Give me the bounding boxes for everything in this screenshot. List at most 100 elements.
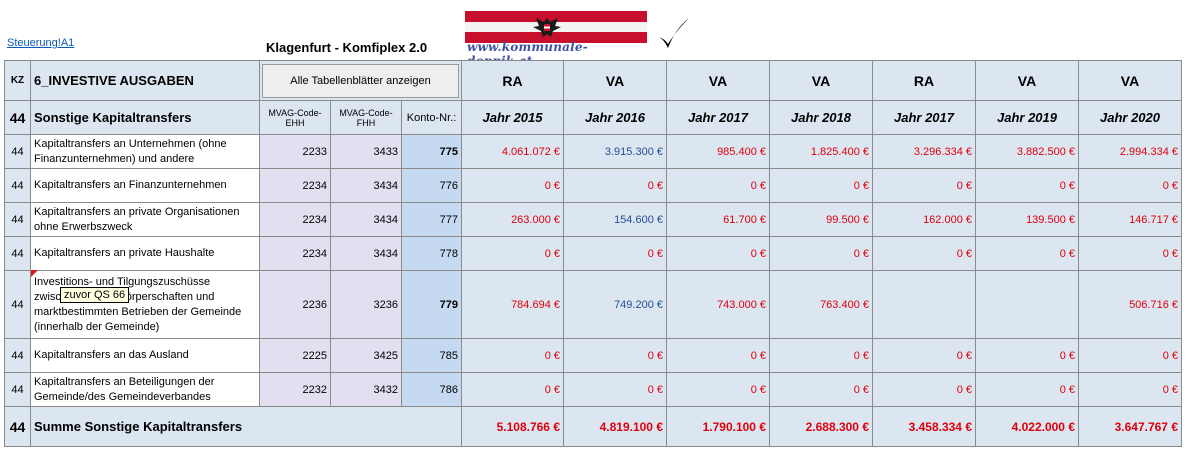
row-code-ehh: 2232 <box>259 372 331 407</box>
row-kz: 44 <box>4 338 31 373</box>
value-cell: 0 € <box>1078 168 1182 203</box>
row-description: Kapitaltransfers an Unternehmen (ohne Fi… <box>30 134 260 169</box>
table-row: 44 Kapitaltransfers an Finanzunternehmen… <box>4 168 1182 203</box>
show-all-button-cell: Alle Tabellenblätter anzeigen <box>259 60 462 101</box>
value-cell: 0 € <box>769 168 873 203</box>
section-title: 6_INVESTIVE AUSGABEN <box>30 60 260 101</box>
value-cell: 162.000 € <box>872 202 976 237</box>
workbook-title: Klagenfurt - Komfiplex 2.0 <box>266 40 428 55</box>
group-kz: 44 <box>4 100 31 135</box>
column-type-header: RA <box>461 60 564 101</box>
value-cell: 139.500 € <box>975 202 1079 237</box>
sum-value-cell: 5.108.766 € <box>461 406 564 447</box>
column-type-header: RA <box>872 60 976 101</box>
value-cell: 0 € <box>563 168 667 203</box>
year-header: Jahr 2019 <box>975 100 1079 135</box>
row-konto: 776 <box>401 168 462 203</box>
value-cell: 0 € <box>461 168 564 203</box>
value-cell: 784.694 € <box>461 270 564 339</box>
year-header: Jahr 2017 <box>872 100 976 135</box>
year-header: Jahr 2017 <box>666 100 770 135</box>
row-code-fhh: 3425 <box>330 338 402 373</box>
cell-comment-tooltip: zuvor QS 66 <box>60 287 130 303</box>
table-row: 44 Kapitaltransfers an Unternehmen (ohne… <box>4 134 1182 169</box>
value-cell: 263.000 € <box>461 202 564 237</box>
row-code-fhh: 3434 <box>330 168 402 203</box>
sum-kz: 44 <box>4 406 31 447</box>
column-type-header: VA <box>1078 60 1182 101</box>
value-cell: 0 € <box>872 338 976 373</box>
year-header: Jahr 2016 <box>563 100 667 135</box>
show-all-sheets-button[interactable]: Alle Tabellenblätter anzeigen <box>262 63 459 98</box>
row-kz: 44 <box>4 202 31 237</box>
value-cell <box>872 270 976 339</box>
value-cell: 0 € <box>563 372 667 407</box>
eagle-emblem-icon <box>533 18 561 37</box>
row-kz: 44 <box>4 270 31 339</box>
year-header: Jahr 2015 <box>461 100 564 135</box>
investive-ausgaben-table: KZ 6_INVESTIVE AUSGABEN Alle Tabellenblä… <box>4 60 1182 447</box>
row-konto: 779 <box>401 270 462 339</box>
value-cell: 0 € <box>872 168 976 203</box>
column-type-header: VA <box>563 60 667 101</box>
value-cell: 0 € <box>975 338 1079 373</box>
value-cell: 0 € <box>563 338 667 373</box>
table-row: 44 Kapitaltransfers an private Haushalte… <box>4 236 1182 271</box>
checkmark-icon <box>658 18 689 48</box>
code-ehh-header: MVAG-Code-EHH <box>259 100 331 135</box>
value-cell: 0 € <box>975 372 1079 407</box>
value-cell: 0 € <box>461 372 564 407</box>
row-description: Kapitaltransfers an private Organisation… <box>30 202 260 237</box>
value-cell: 99.500 € <box>769 202 873 237</box>
value-cell: 4.061.072 € <box>461 134 564 169</box>
value-cell: 146.717 € <box>1078 202 1182 237</box>
konto-header: Konto-Nr.: <box>401 100 462 135</box>
row-code-ehh: 2234 <box>259 236 331 271</box>
value-cell: 0 € <box>461 338 564 373</box>
value-cell: 0 € <box>666 168 770 203</box>
value-cell: 0 € <box>1078 338 1182 373</box>
row-kz: 44 <box>4 134 31 169</box>
value-cell: 0 € <box>769 338 873 373</box>
year-header: Jahr 2018 <box>769 100 873 135</box>
value-cell <box>975 270 1079 339</box>
value-cell: 3.915.300 € <box>563 134 667 169</box>
sum-value-cell: 3.647.767 € <box>1078 406 1182 447</box>
value-cell: 0 € <box>563 236 667 271</box>
value-cell: 749.200 € <box>563 270 667 339</box>
austria-flag-icon <box>465 11 647 43</box>
steuerung-link[interactable]: Steuerung!A1 <box>7 37 75 49</box>
sum-value-cell: 4.022.000 € <box>975 406 1079 447</box>
value-cell: 0 € <box>1078 236 1182 271</box>
row-konto: 778 <box>401 236 462 271</box>
column-type-header: VA <box>666 60 770 101</box>
value-cell: 0 € <box>769 372 873 407</box>
row-kz: 44 <box>4 168 31 203</box>
group-title: Sonstige Kapitaltransfers <box>30 100 260 135</box>
comment-indicator-icon[interactable] <box>31 270 38 277</box>
value-cell: 154.600 € <box>563 202 667 237</box>
sum-value-cell: 4.819.100 € <box>563 406 667 447</box>
row-description: Investitions- und Tilgungszuschüsse zwis… <box>30 270 260 339</box>
table-row: 44 Kapitaltransfers an Beteiligungen der… <box>4 372 1182 407</box>
row-description: Kapitaltransfers an Finanzunternehmen <box>30 168 260 203</box>
value-cell: 2.994.334 € <box>1078 134 1182 169</box>
row-konto: 777 <box>401 202 462 237</box>
table-row: 44 Kapitaltransfers an das Ausland 2225 … <box>4 338 1182 373</box>
value-cell: 0 € <box>975 236 1079 271</box>
row-konto: 785 <box>401 338 462 373</box>
value-cell: 0 € <box>975 168 1079 203</box>
value-cell: 61.700 € <box>666 202 770 237</box>
table-row: 44 Investitions- und Tilgungszuschüsse z… <box>4 270 1182 339</box>
row-code-ehh: 2233 <box>259 134 331 169</box>
row-description: Kapitaltransfers an das Ausland <box>30 338 260 373</box>
kommunale-doppik-logo: www.kommunale-doppik.at <box>465 11 647 68</box>
sum-value-cell: 2.688.300 € <box>769 406 873 447</box>
row-kz: 44 <box>4 236 31 271</box>
value-cell: 1.825.400 € <box>769 134 873 169</box>
row-code-fhh: 3433 <box>330 134 402 169</box>
row-code-fhh: 3432 <box>330 372 402 407</box>
row-konto: 775 <box>401 134 462 169</box>
value-cell: 0 € <box>872 236 976 271</box>
row-code-ehh: 2225 <box>259 338 331 373</box>
